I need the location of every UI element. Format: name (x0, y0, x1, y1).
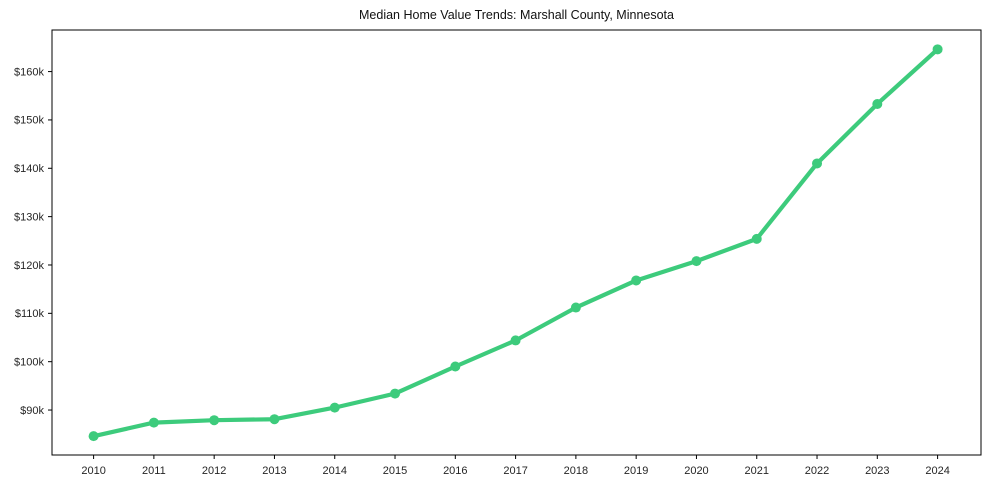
y-tick-label: $140k (14, 163, 44, 175)
x-tick-label: 2022 (805, 465, 829, 477)
y-tick-label: $130k (14, 211, 44, 223)
data-point-marker (390, 388, 401, 399)
x-tick-label: 2016 (443, 465, 467, 477)
x-tick-label: 2013 (262, 465, 286, 477)
x-tick-label: 2010 (81, 465, 105, 477)
plot-border-rect (51, 29, 982, 456)
x-tick-label: 2024 (925, 465, 949, 477)
x-tick-label: 2020 (684, 465, 708, 477)
data-point-marker (751, 233, 762, 244)
y-tick-label: $120k (14, 260, 44, 272)
data-point-marker (631, 275, 642, 286)
chart-title: Median Home Value Trends: Marshall Count… (359, 8, 674, 22)
trend-line (91, 47, 940, 439)
x-tick-label: 2023 (865, 465, 889, 477)
y-tick-label: $160k (14, 66, 44, 78)
plot-area (51, 29, 982, 456)
data-point-marker (209, 415, 220, 426)
y-tick-label: $90k (20, 405, 44, 417)
series-median-home-value (88, 44, 943, 442)
x-axis: 2010 2011 2012 2013 2014 2015 2016 2017 2018 2019… (81, 455, 950, 477)
data-point-marker (570, 302, 581, 313)
x-tick-label: 2021 (744, 465, 768, 477)
x-tick-label: 2012 (202, 465, 226, 477)
x-tick-label: 2019 (624, 465, 648, 477)
data-point-marker (872, 98, 883, 109)
x-tick-label: 2015 (383, 465, 407, 477)
y-axis: $90k $100k $110k $120k $130k $140k $150k $160k (14, 66, 52, 417)
data-point-marker (812, 158, 823, 169)
data-point-marker (510, 335, 521, 346)
x-tick-label: 2011 (142, 465, 166, 477)
x-tick-label: 2014 (322, 465, 346, 477)
y-tick-label: $110k (15, 308, 45, 320)
data-point-marker (691, 256, 702, 267)
data-point-marker (148, 417, 159, 428)
data-point-marker (329, 402, 340, 413)
y-tick-label: $150k (14, 115, 44, 127)
data-point-marker (450, 361, 461, 372)
data-point-marker (269, 414, 280, 425)
data-point-marker (932, 44, 943, 55)
x-tick-label: 2017 (503, 465, 527, 477)
x-tick-label: 2018 (564, 465, 588, 477)
y-tick-label: $100k (14, 356, 44, 368)
data-point-marker (88, 431, 99, 442)
